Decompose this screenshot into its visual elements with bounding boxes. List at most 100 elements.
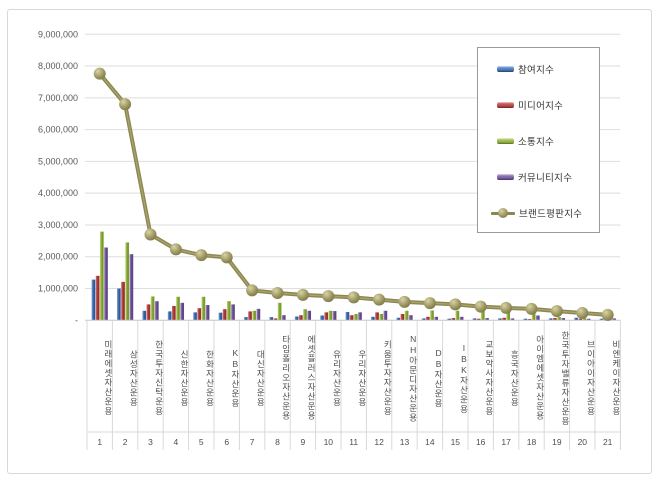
rank-label: 7 bbox=[250, 437, 255, 447]
bar-미디어지수 bbox=[248, 311, 252, 321]
bar-미디어지수 bbox=[375, 312, 379, 321]
bar-소통지수 bbox=[582, 318, 587, 321]
bar-참여지수 bbox=[243, 317, 248, 321]
legend-swatch-blue-bar-icon bbox=[497, 66, 514, 72]
bar-미디어지수 bbox=[425, 316, 430, 321]
chart-legend: 참여지수 미디어지수 소통지수 커뮤니티지수 브랜드평판지수 bbox=[477, 47, 600, 233]
rank-label: 20 bbox=[578, 437, 588, 447]
bar-소통지수 bbox=[328, 310, 333, 321]
bar-참여지수 bbox=[345, 312, 350, 321]
bar-소통지수 bbox=[125, 242, 130, 321]
bar-미디어지수 bbox=[171, 305, 176, 321]
bar-미디어지수 bbox=[476, 318, 481, 321]
bar-참여지수 bbox=[548, 318, 553, 321]
bar-소통지수 bbox=[226, 301, 231, 321]
line-marker bbox=[576, 306, 589, 319]
legend-item-community: 커뮤니티지수 bbox=[478, 159, 599, 195]
line-marker bbox=[271, 286, 284, 299]
bar-참여지수 bbox=[523, 318, 528, 321]
bar-참여지수 bbox=[167, 311, 172, 321]
bar-커뮤니티지수 bbox=[256, 308, 261, 321]
legend-swatch-purple-bar-icon bbox=[497, 174, 514, 180]
y-axis-tick-label: 1,000,000 bbox=[38, 284, 78, 294]
bar-참여지수 bbox=[421, 318, 426, 321]
bar-커뮤니티지수 bbox=[383, 310, 388, 321]
bar-커뮤니티지수 bbox=[205, 305, 210, 321]
y-axis-tick-label: 8,000,000 bbox=[38, 61, 78, 71]
bar-참여지수 bbox=[320, 315, 324, 321]
bar-커뮤니티지수 bbox=[129, 254, 134, 321]
bar-커뮤니티지수 bbox=[332, 311, 337, 321]
line-marker bbox=[550, 305, 563, 318]
bar-미디어지수 bbox=[222, 309, 227, 321]
y-axis-tick-label: 2,000,000 bbox=[38, 252, 78, 262]
bar-커뮤니티지수 bbox=[612, 318, 616, 321]
bar-소통지수 bbox=[430, 310, 434, 321]
bar-커뮤니티지수 bbox=[535, 315, 540, 321]
bar-커뮤니티지수 bbox=[180, 302, 185, 321]
legend-swatch-red-bar-icon bbox=[497, 102, 514, 108]
bar-소통지수 bbox=[176, 296, 180, 321]
line-marker bbox=[322, 290, 335, 303]
rank-label: 4 bbox=[174, 437, 179, 447]
bar-미디어지수 bbox=[121, 281, 125, 321]
legend-swatch-line-marker-icon bbox=[491, 208, 515, 218]
bar-커뮤니티지수 bbox=[510, 318, 515, 321]
rank-label: 15 bbox=[451, 437, 461, 447]
rank-label: 2 bbox=[123, 437, 128, 447]
rank-label: 6 bbox=[224, 437, 229, 447]
bar-소통지수 bbox=[455, 310, 460, 321]
bar-소통지수 bbox=[353, 313, 358, 321]
bar-참여지수 bbox=[370, 316, 375, 321]
bar-참여지수 bbox=[599, 318, 604, 321]
bar-소통지수 bbox=[506, 310, 511, 321]
bar-커뮤니티지수 bbox=[561, 318, 566, 321]
bar-참여지수 bbox=[574, 317, 578, 321]
legend-label: 브랜드평판지수 bbox=[519, 209, 583, 220]
y-axis-tick-label: 5,000,000 bbox=[38, 156, 78, 166]
bar-소통지수 bbox=[557, 317, 561, 321]
line-marker bbox=[398, 295, 411, 308]
line-marker bbox=[119, 98, 132, 111]
bar-커뮤니티지수 bbox=[408, 315, 413, 321]
rank-label: 13 bbox=[400, 437, 410, 447]
bar-커뮤니티지수 bbox=[231, 304, 235, 321]
bar-소통지수 bbox=[379, 313, 384, 321]
bar-소통지수 bbox=[150, 296, 155, 321]
rank-label: 9 bbox=[301, 437, 306, 447]
line-marker bbox=[500, 301, 513, 314]
bar-커뮤니티지수 bbox=[358, 312, 362, 321]
bar-커뮤니티지수 bbox=[307, 310, 312, 321]
rank-label: 3 bbox=[148, 437, 153, 447]
rank-label: 10 bbox=[324, 437, 334, 447]
bar-미디어지수 bbox=[400, 313, 405, 321]
legend-label: 소통지수 bbox=[518, 137, 555, 148]
bar-소통지수 bbox=[252, 310, 257, 321]
legend-item-participation: 참여지수 bbox=[478, 51, 599, 87]
bar-커뮤니티지수 bbox=[459, 316, 464, 321]
bar-참여지수 bbox=[91, 279, 96, 321]
line-marker bbox=[296, 288, 309, 301]
rank-label: 8 bbox=[275, 437, 280, 447]
bar-커뮤니티지수 bbox=[104, 247, 108, 321]
y-axis-tick-label: 7,000,000 bbox=[38, 93, 78, 103]
rank-label: 19 bbox=[552, 437, 562, 447]
line-marker bbox=[474, 300, 487, 313]
y-axis-tick-label: 9,000,000 bbox=[38, 29, 78, 39]
bar-참여지수 bbox=[218, 312, 223, 321]
legend-swatch-green-bar-icon bbox=[497, 138, 514, 144]
bar-미디어지수 bbox=[95, 275, 100, 321]
rank-label: 21 bbox=[603, 437, 613, 447]
legend-item-brand-index: 브랜드평판지수 bbox=[478, 195, 599, 231]
bar-미디어지수 bbox=[146, 304, 151, 321]
bar-소통지수 bbox=[531, 310, 536, 321]
rank-label: 1 bbox=[97, 437, 102, 447]
bar-소통지수 bbox=[99, 231, 104, 321]
bar-소통지수 bbox=[480, 309, 485, 321]
line-marker bbox=[423, 297, 436, 310]
line-marker bbox=[144, 228, 157, 241]
bar-미디어지수 bbox=[273, 318, 278, 321]
legend-label: 커뮤니티지수 bbox=[518, 173, 573, 184]
bar-소통지수 bbox=[201, 296, 206, 321]
y-axis-tick-label: 6,000,000 bbox=[38, 125, 78, 135]
